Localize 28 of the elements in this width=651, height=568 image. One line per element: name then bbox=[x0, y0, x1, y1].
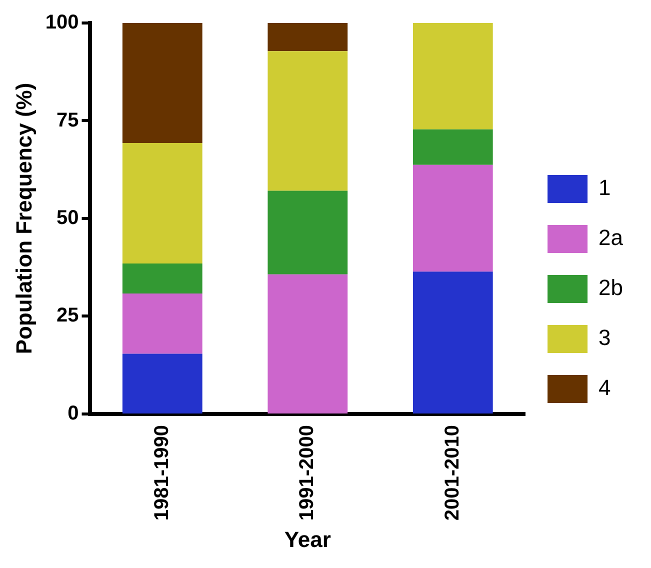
y-tick-label: 0 bbox=[68, 402, 79, 424]
bar bbox=[122, 263, 202, 294]
bar bbox=[412, 23, 493, 130]
x-tick-label: 1991-2000 bbox=[296, 424, 318, 521]
bar bbox=[122, 143, 202, 264]
bar bbox=[122, 354, 202, 414]
bar bbox=[412, 129, 493, 165]
bar bbox=[268, 190, 348, 274]
bar bbox=[412, 272, 493, 414]
legend-label: 2a bbox=[598, 225, 624, 250]
x-axis-title: Year bbox=[284, 526, 332, 552]
legend-label: 1 bbox=[598, 175, 611, 200]
y-tick-label: 75 bbox=[56, 109, 79, 132]
bar bbox=[412, 164, 493, 272]
x-tick-label: 1981-1990 bbox=[150, 424, 173, 521]
y-tick-label: 50 bbox=[56, 206, 79, 229]
bar bbox=[268, 23, 348, 52]
legend-label: 4 bbox=[598, 375, 611, 400]
y-tick-label: 100 bbox=[45, 12, 79, 34]
legend-label: 3 bbox=[598, 325, 611, 350]
x-tick-label: 2001-2010 bbox=[441, 424, 464, 521]
y-axis-title: Population Frequency (%) bbox=[11, 82, 36, 354]
legend-label: 2b bbox=[598, 275, 624, 300]
bar bbox=[268, 51, 348, 191]
bar bbox=[268, 274, 348, 414]
bar bbox=[122, 294, 202, 354]
bar bbox=[122, 23, 202, 144]
y-tick-label: 25 bbox=[56, 304, 79, 327]
